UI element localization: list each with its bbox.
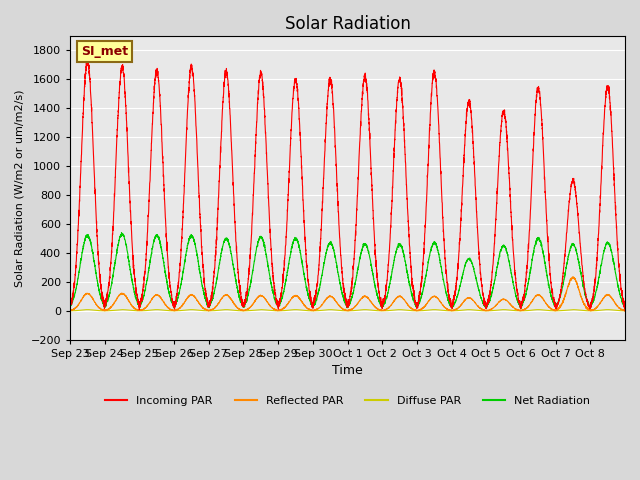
Incoming PAR	[527, 196, 535, 202]
Diffuse PAR	[527, 307, 535, 313]
Reflected PAR	[398, 294, 406, 300]
Title: Solar Radiation: Solar Radiation	[285, 15, 410, 33]
Net Radiation	[67, 303, 74, 309]
Diffuse PAR	[398, 307, 406, 312]
Line: Diffuse PAR: Diffuse PAR	[70, 310, 625, 311]
Diffuse PAR	[84, 307, 92, 312]
Incoming PAR	[83, 57, 91, 63]
Diffuse PAR	[67, 308, 74, 313]
Legend: Incoming PAR, Reflected PAR, Diffuse PAR, Net Radiation: Incoming PAR, Reflected PAR, Diffuse PAR…	[100, 391, 595, 410]
Incoming PAR	[67, 302, 74, 308]
Net Radiation	[541, 263, 549, 269]
Text: SI_met: SI_met	[81, 45, 128, 58]
Incoming PAR	[181, 160, 189, 166]
Net Radiation	[527, 264, 535, 270]
Line: Reflected PAR: Reflected PAR	[70, 277, 625, 311]
Line: Net Radiation: Net Radiation	[70, 232, 625, 311]
Incoming PAR	[621, 308, 629, 314]
Reflected PAR	[500, 296, 508, 302]
Net Radiation	[369, 268, 376, 274]
Incoming PAR	[369, 186, 376, 192]
Reflected PAR	[205, 308, 212, 314]
Diffuse PAR	[181, 307, 189, 313]
Reflected PAR	[541, 300, 549, 305]
Net Radiation	[181, 257, 189, 263]
Reflected PAR	[621, 308, 629, 314]
X-axis label: Time: Time	[332, 364, 363, 377]
Reflected PAR	[181, 298, 189, 304]
Net Radiation	[398, 243, 406, 249]
Incoming PAR	[541, 194, 549, 200]
Line: Incoming PAR: Incoming PAR	[70, 60, 625, 311]
Incoming PAR	[500, 111, 508, 117]
Diffuse PAR	[541, 307, 549, 313]
Reflected PAR	[570, 274, 577, 280]
Diffuse PAR	[500, 307, 508, 312]
Reflected PAR	[527, 300, 535, 305]
Diffuse PAR	[369, 307, 376, 313]
Net Radiation	[500, 242, 508, 248]
Incoming PAR	[398, 93, 406, 99]
Reflected PAR	[67, 308, 74, 313]
Reflected PAR	[369, 300, 376, 306]
Y-axis label: Solar Radiation (W/m2 or um/m2/s): Solar Radiation (W/m2 or um/m2/s)	[15, 89, 25, 287]
Net Radiation	[621, 308, 629, 314]
Diffuse PAR	[621, 308, 629, 314]
Net Radiation	[118, 229, 125, 235]
